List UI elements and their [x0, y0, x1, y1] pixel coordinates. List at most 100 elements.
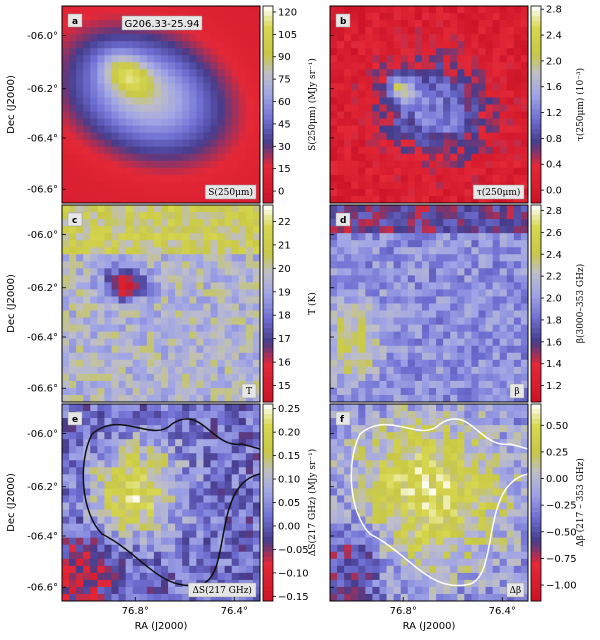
heatmap-cell	[231, 275, 240, 283]
heatmap-cell	[90, 104, 98, 112]
heatmap-cell	[83, 446, 91, 454]
heatmap-cell	[400, 537, 409, 546]
heatmap-cell	[168, 6, 176, 14]
heatmap-cell	[464, 167, 472, 176]
heatmap-cell	[175, 586, 183, 595]
heatmap-cell	[520, 226, 529, 234]
heatmap-cell	[351, 551, 359, 560]
heatmap-cell	[407, 254, 416, 262]
heatmap-cell	[175, 160, 183, 169]
heatmap-cell	[358, 233, 366, 241]
heatmap-cell	[182, 338, 190, 347]
heatmap-cell	[407, 13, 416, 21]
heatmap-cell	[97, 460, 105, 468]
heatmap-cell	[118, 289, 127, 297]
panel-b: bτ(250μm)2.82.42.01.61.20.80.40.0τ(250μm…	[329, 5, 586, 204]
heatmap-cell	[485, 153, 494, 162]
heatmap-cell	[146, 352, 155, 361]
heatmap-cell	[118, 474, 127, 482]
heatmap-cell	[196, 516, 204, 525]
heatmap-cell	[499, 41, 508, 49]
heatmap-cell	[457, 460, 465, 468]
heatmap-cell	[450, 247, 458, 255]
colorbar-d: 2.82.62.42.22.01.81.61.41.2β(3000–353 GH…	[530, 204, 586, 403]
heatmap-cell	[76, 303, 84, 311]
heatmap-cell	[429, 404, 437, 412]
heatmap-cell	[499, 289, 508, 297]
heatmap-cell	[393, 111, 402, 119]
heatmap-cell	[104, 160, 112, 169]
heatmap-cell	[111, 345, 119, 354]
heatmap-cell	[217, 352, 226, 361]
colorbar-segment	[263, 337, 273, 344]
heatmap-cell	[344, 118, 352, 127]
heatmap-cell	[358, 62, 366, 70]
heatmap-cell	[471, 551, 479, 560]
heatmap-cell	[492, 174, 501, 183]
heatmap-cell	[450, 20, 458, 28]
heatmap-cell	[252, 181, 261, 190]
heatmap-cell	[372, 411, 380, 419]
heatmap-cell	[76, 181, 84, 190]
heatmap-cell	[90, 446, 98, 454]
heatmap-cell	[132, 446, 141, 454]
heatmap-cell	[118, 439, 127, 447]
heatmap-cell	[97, 495, 105, 503]
heatmap-cell	[252, 233, 261, 241]
heatmap-cell	[153, 572, 162, 581]
heatmap-cell	[97, 565, 105, 574]
heatmap-cell	[153, 41, 162, 49]
heatmap-cell	[175, 411, 183, 419]
heatmap-cell	[210, 296, 218, 304]
heatmap-cell	[245, 55, 254, 63]
heatmap-cell	[118, 502, 127, 510]
heatmap-cell	[429, 432, 437, 440]
heatmap-cell	[485, 6, 494, 14]
heatmap-cell	[231, 13, 240, 21]
heatmap-cell	[372, 212, 380, 220]
heatmap-cell	[175, 345, 183, 354]
heatmap-cell	[379, 83, 387, 91]
heatmap-cell	[513, 352, 522, 361]
heatmap-cell	[132, 195, 141, 204]
heatmap-cell	[421, 118, 430, 127]
heatmap-cell	[69, 460, 77, 468]
heatmap-cell	[372, 132, 380, 141]
heatmap-cell	[421, 188, 430, 197]
heatmap-cell	[499, 303, 508, 311]
heatmap-cell	[365, 275, 373, 283]
heatmap-cell	[203, 289, 211, 297]
heatmap-cell	[421, 261, 430, 269]
heatmap-cell	[379, 41, 387, 49]
heatmap-cell	[210, 352, 218, 361]
heatmap-cell	[168, 160, 176, 169]
heatmap-cell	[139, 132, 148, 141]
heatmap-cell	[153, 254, 162, 262]
heatmap-cell	[189, 359, 197, 368]
heatmap-cell	[513, 55, 522, 63]
heatmap-cell	[520, 338, 529, 347]
heatmap-cell	[231, 523, 240, 532]
heatmap-cell	[168, 331, 176, 340]
heatmap-cell	[97, 282, 105, 290]
heatmap-cell	[111, 366, 119, 375]
heatmap-cell	[386, 83, 395, 91]
heatmap-cell	[414, 373, 423, 382]
heatmap-cell	[478, 13, 486, 21]
heatmap-cell	[76, 394, 84, 403]
heatmap-cell	[400, 544, 409, 553]
heatmap-cell	[224, 62, 233, 70]
heatmap-cell	[104, 481, 112, 489]
heatmap-cell	[344, 153, 352, 162]
heatmap-cell	[492, 282, 501, 290]
colorbar-segment	[531, 198, 541, 204]
heatmap-cell	[414, 488, 423, 496]
colorbar-tick-label: 18	[278, 311, 291, 322]
heatmap-cell	[146, 132, 155, 141]
heatmap-cell	[203, 275, 211, 283]
heatmap-cell	[111, 34, 119, 42]
heatmap-cell	[231, 167, 240, 176]
heatmap-cell	[224, 205, 233, 213]
heatmap-cell	[330, 551, 338, 560]
heatmap-cell	[478, 579, 486, 588]
